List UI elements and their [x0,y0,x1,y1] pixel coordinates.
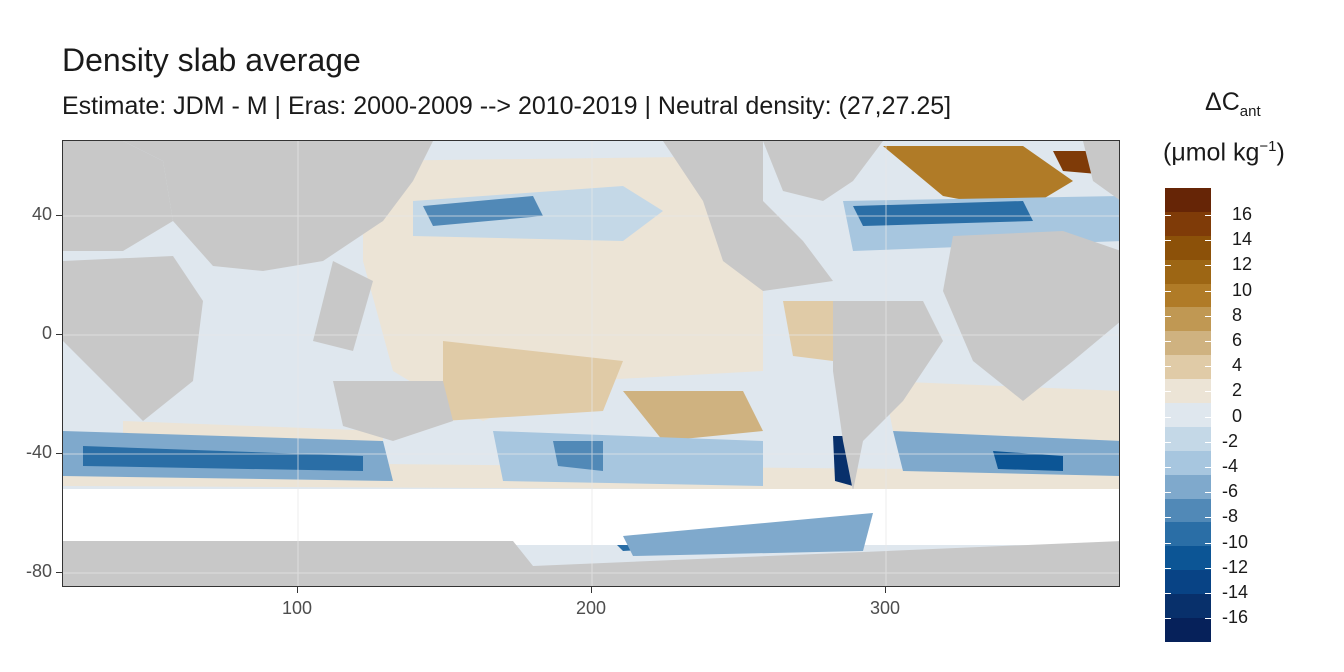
y-tick-label: -80 [25,561,52,581]
legend-subscript: ant [1239,103,1261,120]
antarctica-layer [63,489,1119,586]
legend-tick [1165,567,1171,569]
legend-tick [1205,290,1211,292]
legend-tick [1205,215,1211,216]
legend-tick [1205,618,1211,620]
legend-unit-close: ) [1276,138,1285,167]
chart-title: Density slab average [62,42,361,78]
legend-tick [1165,341,1171,342]
legend-color-step [1165,498,1211,523]
legend-color-step [1165,235,1211,260]
legend-unit-open: (μmol kg [1163,138,1260,167]
map-panel [62,140,1120,587]
legend-tick [1165,315,1171,317]
legend-color-step [1165,522,1211,547]
legend-label: -16 [1222,607,1249,628]
legend-tick [1205,315,1211,317]
legend-tick [1165,618,1171,620]
legend-color-step [1165,188,1211,212]
chart-subtitle: Estimate: JDM - M | Eras: 2000-2009 --> … [62,92,952,120]
negative-anomaly-layer [63,186,1119,551]
legend-tick [1165,265,1171,267]
legend-tick [1165,467,1171,468]
legend-color-step [1165,594,1211,619]
legend-label: 16 [1232,204,1253,224]
legend-label: 4 [1232,355,1243,376]
legend-tick [1165,416,1171,418]
legend-tick [1205,265,1211,267]
legend-color-step [1165,403,1211,427]
legend-tick [1205,517,1211,519]
legend-color-step [1165,426,1211,451]
legend-label: 14 [1232,229,1253,250]
y-tick-label: 40 [31,204,52,224]
x-tick-label: 100 [281,598,313,618]
legend-unit-sup: −1 [1259,138,1277,155]
legend-tick [1165,517,1171,519]
legend-tick [1205,240,1211,242]
legend-title-unit: (μmol kg−1) [1163,138,1285,167]
legend-tick [1205,416,1211,418]
gridlines [63,141,1119,586]
y-tick-mark [56,453,62,454]
y-tick-label: 0 [41,323,52,343]
legend-tick [1205,593,1211,594]
legend-tick [1205,341,1211,342]
legend-color-step [1165,618,1211,642]
legend-tick [1165,391,1171,393]
legend-color-step [1165,355,1211,380]
legend-color-step [1165,283,1211,308]
x-tick-label: 300 [869,598,901,618]
legend-label: -12 [1222,556,1249,577]
legend-tick [1205,542,1211,544]
legend-color-step [1165,211,1211,236]
map-svg [63,141,1119,586]
legend-label: 10 [1232,279,1253,300]
legend-label: 6 [1232,330,1243,350]
legend-tick [1165,215,1171,216]
legend-color-step [1165,307,1211,332]
legend-colorbar [1165,188,1211,642]
legend-tick [1205,391,1211,393]
legend-label: -6 [1222,481,1239,502]
legend-label: -10 [1222,531,1249,552]
legend-color-step [1165,474,1211,499]
legend-color-step [1165,331,1211,356]
legend-label: -14 [1222,582,1249,602]
x-tick-mark [591,587,592,593]
legend-label: 12 [1232,254,1253,275]
legend-tick [1205,441,1211,443]
x-tick-mark [297,587,298,593]
legend-symbol: ΔC [1205,88,1240,116]
legend-label: 0 [1232,405,1243,426]
legend-color-step [1165,259,1211,284]
legend-label: -2 [1222,430,1239,451]
legend-color-step [1165,546,1211,571]
legend-tick [1205,492,1211,494]
legend-tick [1205,567,1211,569]
legend-label: -4 [1222,456,1239,476]
legend-tick [1165,441,1171,443]
legend-title-symbol: ΔCant [1205,88,1261,120]
legend-label: 8 [1232,304,1243,325]
legend-tick [1165,492,1171,494]
x-tick-mark [885,587,886,593]
y-tick-mark [56,334,62,335]
legend-tick [1165,542,1171,544]
legend-label: 2 [1232,380,1243,401]
legend-tick [1165,366,1171,368]
x-tick-label: 200 [575,598,607,618]
legend-tick [1205,467,1211,468]
y-tick-label: -40 [25,442,52,462]
legend-color-step [1165,450,1211,475]
legend-label: -8 [1222,506,1239,527]
legend-color-step [1165,570,1211,595]
y-tick-mark [56,572,62,573]
legend-tick [1165,240,1171,242]
legend-tick [1165,290,1171,292]
y-tick-mark [56,215,62,216]
legend-tick [1165,593,1171,594]
legend-color-step [1165,379,1211,404]
legend-tick [1205,366,1211,368]
